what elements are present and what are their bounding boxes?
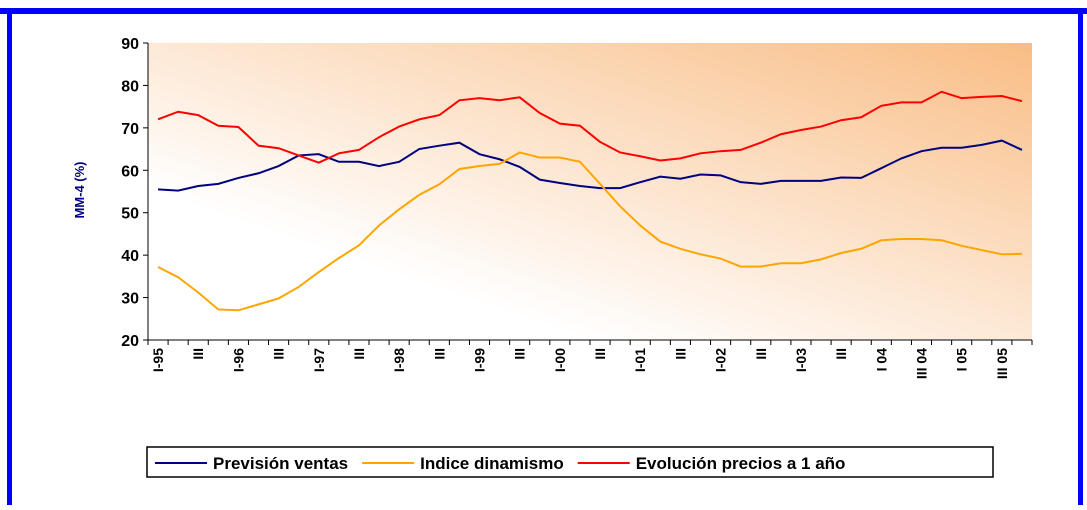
y-tick-label: 80: [121, 78, 139, 95]
x-tick-label: I-03: [793, 348, 809, 372]
frame-right: [1078, 8, 1083, 505]
legend-label: Previsión ventas: [213, 454, 348, 473]
x-tick-label: I-98: [391, 348, 407, 372]
x-tick-label: III: [431, 348, 447, 360]
x-tick-label: I-99: [472, 348, 488, 372]
x-tick-label: III: [351, 348, 367, 360]
plot-area: [148, 43, 1032, 340]
x-tick-label: III: [512, 348, 528, 360]
x-tick-label: I-01: [632, 348, 648, 372]
y-tick-label: 70: [121, 121, 139, 138]
x-tick-label: III: [592, 348, 608, 360]
x-tick-label: III: [271, 348, 287, 360]
x-tick-label: III: [833, 348, 849, 360]
x-tick-label: I-97: [311, 348, 327, 372]
frame-left: [7, 8, 12, 505]
x-tick-label: III 04: [914, 348, 930, 379]
x-tick-label: I-00: [552, 348, 568, 372]
series-line: [157, 139, 1023, 192]
y-tick-label: 50: [121, 206, 139, 223]
x-tick-label: III 05: [994, 348, 1010, 379]
legend-box: [146, 446, 994, 478]
x-tick-label: I-02: [713, 348, 729, 372]
y-tick-label: 20: [121, 333, 139, 350]
y-axis-label: MM-4 (%): [72, 161, 87, 218]
frame-top: [0, 8, 1087, 14]
x-tick-label: I 04: [873, 348, 889, 372]
x-tick-label: III: [190, 348, 206, 360]
legend-label: Indice dinamismo: [420, 454, 564, 473]
x-tick-label: I 05: [954, 348, 970, 372]
series-line: [157, 90, 1023, 164]
x-tick-label: III: [753, 348, 769, 360]
y-tick-label: 90: [121, 36, 139, 53]
y-tick-label: 40: [121, 248, 139, 265]
x-tick-label: III: [672, 348, 688, 360]
series-line: [157, 151, 1022, 312]
y-tick-label: 30: [121, 291, 139, 308]
legend-label: Evolución precios a 1 año: [636, 454, 846, 473]
y-tick-label: 60: [121, 163, 139, 180]
x-tick-label: I-96: [230, 348, 246, 372]
x-tick-label: I-95: [150, 348, 166, 372]
